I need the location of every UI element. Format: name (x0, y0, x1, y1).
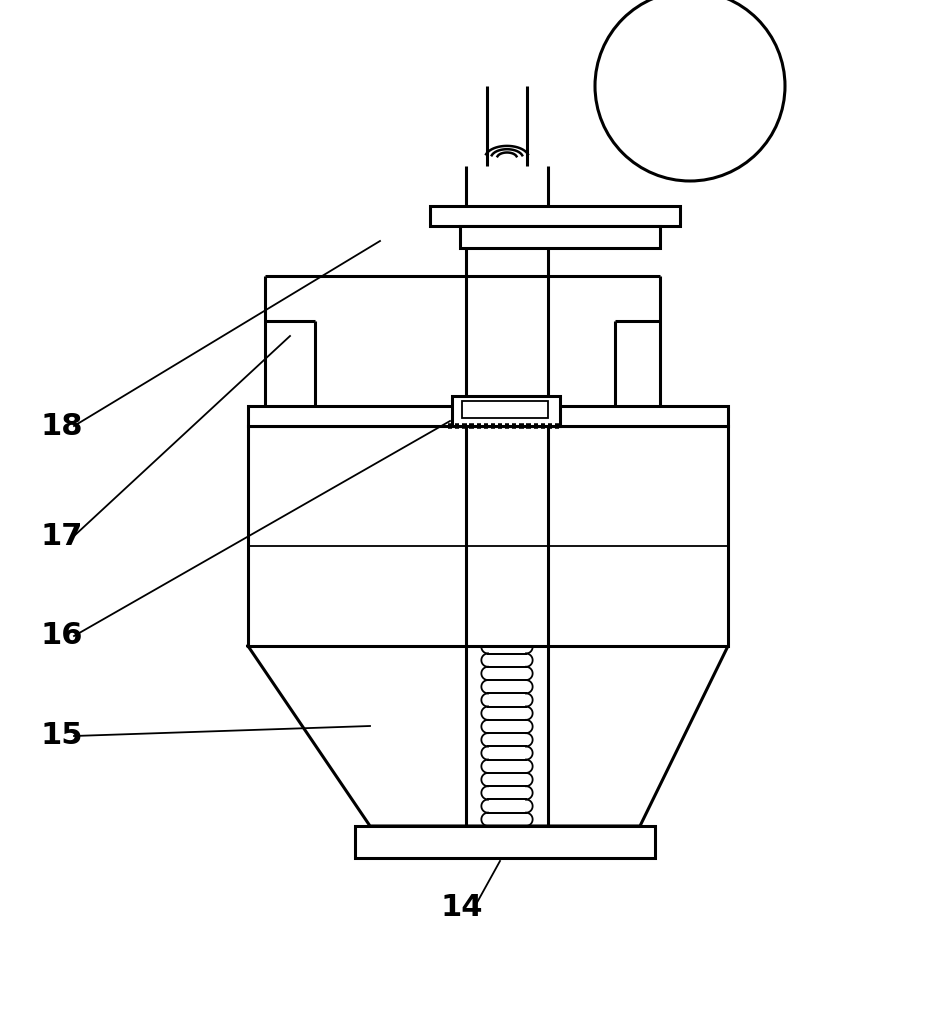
Bar (355, 826, 654, 858)
Bar (247, 426, 727, 646)
Text: 16: 16 (41, 622, 83, 650)
Text: 18: 18 (41, 411, 83, 440)
Text: 14: 14 (440, 894, 482, 922)
Bar (460, 226, 659, 248)
Bar (247, 406, 727, 426)
Text: 15: 15 (41, 721, 83, 750)
Bar (451, 396, 560, 426)
Bar (462, 401, 548, 418)
Bar (430, 206, 680, 226)
Text: 17: 17 (41, 521, 83, 551)
